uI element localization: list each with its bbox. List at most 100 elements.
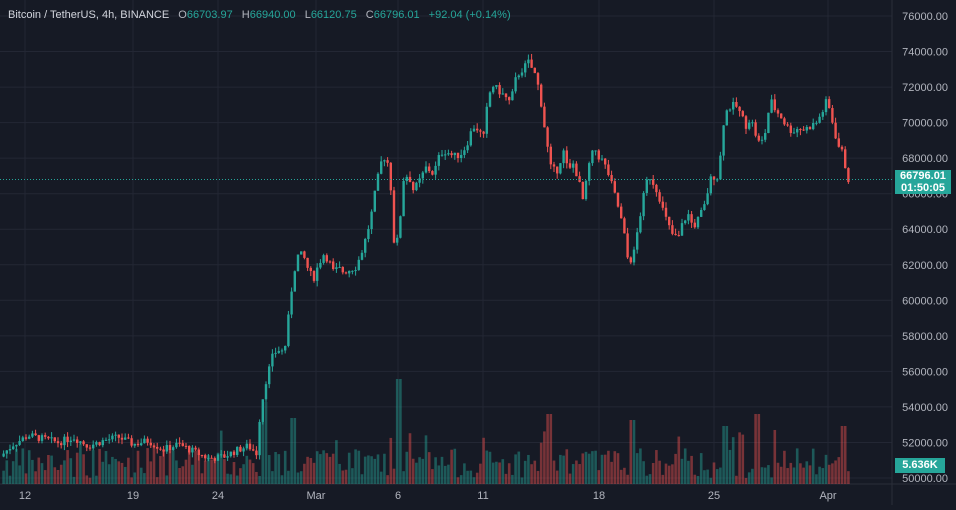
volume-bar	[581, 453, 585, 484]
volume-bar	[757, 414, 761, 484]
volume-bar	[239, 468, 242, 484]
volume-bar	[728, 449, 732, 484]
candle-body	[783, 118, 786, 125]
volume-bar	[210, 459, 213, 484]
candle-body	[805, 127, 808, 131]
candle-body	[66, 436, 69, 442]
volume-bar	[40, 463, 44, 484]
volume-bar	[431, 469, 434, 484]
candle-body	[360, 252, 364, 260]
volume-bar	[242, 464, 245, 484]
volume-bar	[824, 454, 828, 484]
volume-bar	[315, 451, 319, 484]
candle-body	[428, 166, 431, 172]
volume-bar	[488, 451, 492, 484]
volume-bar	[632, 420, 636, 484]
low-label: L	[304, 9, 311, 21]
volume-bar	[56, 469, 60, 484]
volume-bar	[687, 460, 690, 484]
candle-body	[165, 445, 168, 452]
volume-bar	[661, 474, 665, 484]
candle-body	[418, 178, 421, 183]
candle-body	[357, 259, 360, 271]
volume-bar	[651, 463, 655, 484]
candle-body	[700, 209, 703, 217]
volume-bar	[821, 468, 825, 484]
x-tick-label: 24	[212, 490, 224, 502]
volume-bar	[463, 463, 466, 484]
volume-tag: 5.636K	[895, 458, 945, 473]
candle-body	[111, 435, 114, 440]
candle-body	[31, 433, 34, 437]
volume-bar	[303, 463, 306, 484]
volume-bar	[779, 466, 783, 484]
candle-body	[242, 448, 245, 452]
candle-body	[607, 164, 610, 176]
candle-body	[133, 443, 136, 446]
volume-bar	[568, 473, 572, 484]
volume-bar	[811, 448, 815, 484]
volume-bar	[498, 462, 501, 484]
candle-body	[652, 179, 655, 185]
candle-body	[456, 152, 460, 159]
volume-bar	[549, 414, 553, 484]
volume-bar	[31, 459, 34, 484]
candle-body	[802, 129, 805, 131]
volume-bar	[690, 455, 693, 484]
volume-bar	[11, 461, 15, 484]
candle-body	[504, 93, 508, 98]
candle-body	[476, 128, 479, 131]
candle-body	[421, 172, 424, 179]
candle-body	[488, 92, 492, 107]
candle-body	[344, 272, 348, 274]
candle-body	[232, 451, 236, 455]
candle-body	[792, 132, 796, 134]
candle-body	[664, 207, 668, 217]
candle-body	[645, 179, 648, 193]
candle-body	[546, 127, 549, 147]
volume-bar	[194, 450, 197, 484]
candle-body	[303, 251, 306, 258]
candle-body	[629, 257, 632, 263]
volume-bar	[450, 449, 453, 484]
candle-body	[738, 106, 741, 112]
candle-body	[53, 437, 56, 442]
candle-body	[325, 255, 328, 262]
volume-bar	[619, 469, 623, 484]
volume-bar	[267, 455, 271, 484]
candle-body	[501, 93, 504, 95]
candle-body	[15, 444, 18, 447]
candle-body	[56, 441, 60, 444]
volume-bar	[491, 462, 495, 484]
volume-bar	[184, 459, 188, 484]
candle-body	[60, 443, 63, 446]
candle-body	[367, 229, 370, 239]
volume-bar	[453, 448, 457, 484]
candle-body	[824, 99, 828, 113]
volume-bar	[747, 472, 751, 484]
volume-bar	[424, 435, 428, 484]
volume-bar	[792, 467, 796, 484]
volume-bar	[24, 473, 28, 484]
volume-bar	[399, 379, 402, 484]
candle-body	[559, 163, 562, 174]
candle-body	[495, 85, 498, 87]
volume-bar	[754, 414, 757, 484]
candle-body	[712, 176, 716, 180]
candle-body	[469, 131, 472, 146]
volume-bar	[175, 460, 178, 484]
volume-bar	[139, 467, 143, 484]
volume-bar	[130, 477, 133, 484]
candle-body	[156, 446, 159, 449]
candle-body	[466, 145, 469, 151]
volume-bar	[197, 453, 201, 484]
volume-bar	[443, 465, 447, 484]
candle-body	[293, 271, 296, 292]
volume-bar	[706, 469, 709, 484]
volume-bar	[507, 463, 511, 484]
volume-bar	[802, 467, 805, 484]
candle-body	[213, 458, 216, 461]
candle-body	[136, 443, 140, 446]
